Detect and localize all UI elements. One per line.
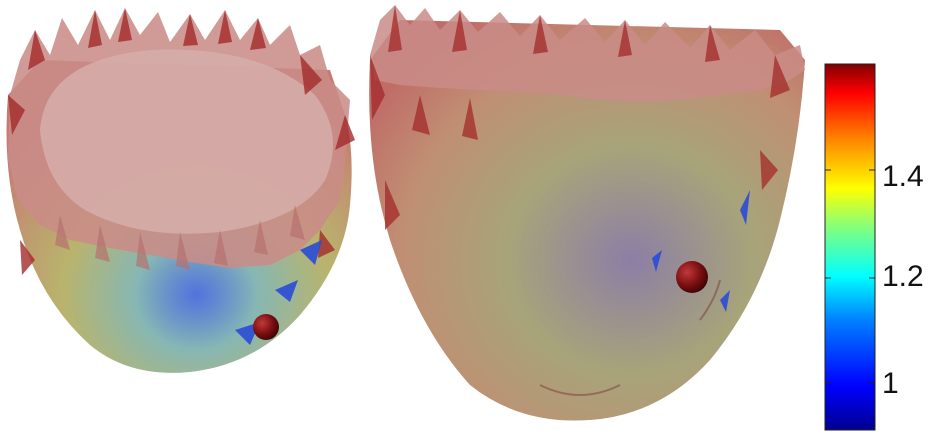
right-heart-dark-streaks xyxy=(539,279,721,396)
colorbar-tick-label: 1 xyxy=(882,367,899,400)
colorbar-tick-label: 1.2 xyxy=(882,260,924,293)
left-heart-view xyxy=(6,8,355,373)
right-heart-body xyxy=(369,20,805,421)
right-heart-view xyxy=(369,5,805,421)
right-heart-blue-patches xyxy=(652,190,750,312)
colorbar xyxy=(824,63,876,431)
colorbar-ticks xyxy=(825,169,875,384)
left-heart-inner-spikes xyxy=(55,205,305,270)
right-heart-rim xyxy=(370,5,805,102)
left-heart-top-ellipse xyxy=(40,49,333,234)
colorbar-gradient xyxy=(824,63,876,431)
colorbar-tick-label: 1.4 xyxy=(882,160,924,193)
left-marker-sphere xyxy=(253,314,279,340)
right-marker-sphere xyxy=(676,261,708,293)
left-heart-spikes xyxy=(8,8,355,275)
right-heart-spikes xyxy=(370,5,790,230)
